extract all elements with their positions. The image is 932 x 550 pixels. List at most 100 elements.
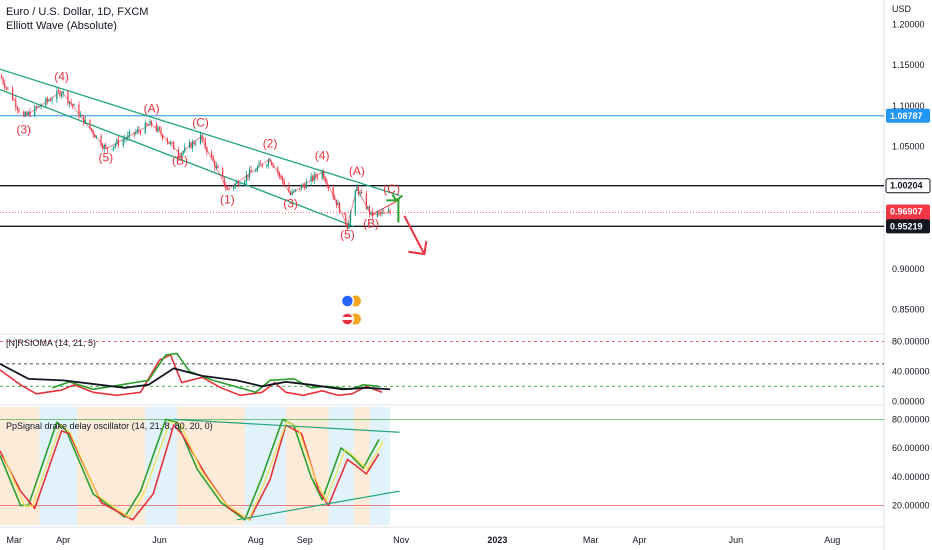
candle-down bbox=[226, 187, 228, 189]
candle-down bbox=[70, 102, 72, 104]
candle-down bbox=[332, 187, 334, 198]
candle-down bbox=[217, 165, 219, 169]
wave-label: (5) bbox=[98, 150, 113, 164]
candle-down bbox=[190, 142, 192, 149]
candle-down bbox=[155, 124, 157, 132]
rsioma-series-line bbox=[0, 363, 391, 391]
price-tag-upper: 1.00204 bbox=[890, 181, 923, 191]
candle-down bbox=[0, 75, 3, 79]
candle-up bbox=[169, 141, 172, 144]
candle-up bbox=[337, 202, 339, 206]
candle-down bbox=[282, 176, 284, 182]
wave-label: (2) bbox=[263, 136, 278, 150]
candle-down bbox=[100, 135, 102, 147]
candle-up bbox=[24, 112, 26, 116]
wave-label: (4) bbox=[315, 149, 330, 163]
candle-down bbox=[343, 212, 345, 215]
candle-up bbox=[239, 184, 241, 186]
rsioma-series-line bbox=[51, 352, 380, 394]
candle-down bbox=[211, 152, 213, 157]
candle-up bbox=[73, 104, 75, 106]
candle-up bbox=[122, 139, 124, 146]
candle-down bbox=[173, 142, 175, 150]
candle-up bbox=[293, 190, 295, 192]
channel-lower-line[interactable] bbox=[0, 89, 354, 228]
candle-up bbox=[387, 210, 390, 212]
candle-down bbox=[105, 145, 107, 148]
candle-down bbox=[49, 100, 52, 102]
candle-up bbox=[245, 174, 247, 181]
event-earnings-icon[interactable] bbox=[340, 294, 355, 308]
candle-up bbox=[125, 138, 127, 140]
channel-upper-line[interactable] bbox=[0, 68, 400, 197]
candle-down bbox=[15, 100, 17, 108]
candle-up bbox=[376, 212, 379, 217]
candle-down bbox=[299, 189, 301, 190]
price-tag-lower-bg bbox=[886, 219, 930, 234]
candle-down bbox=[272, 164, 274, 168]
rsioma-series-line bbox=[0, 354, 383, 397]
candle-down bbox=[302, 184, 304, 186]
candle-up bbox=[381, 211, 383, 214]
candle-up bbox=[192, 141, 194, 149]
price-axis-tick: 1.15000 bbox=[892, 60, 925, 70]
candle-down bbox=[327, 186, 330, 188]
candle-up bbox=[313, 174, 315, 181]
candle-down bbox=[250, 169, 252, 173]
candle-down bbox=[316, 177, 319, 178]
candle-up bbox=[266, 164, 268, 167]
candle-down bbox=[225, 185, 227, 188]
candle-down bbox=[179, 155, 181, 158]
time-axis-tick: Nov bbox=[393, 535, 410, 545]
candle-down bbox=[223, 177, 225, 186]
candle-up bbox=[62, 91, 64, 94]
candle-up bbox=[127, 134, 129, 139]
candle-down bbox=[214, 160, 216, 168]
candle-down bbox=[171, 141, 173, 143]
time-axis-tick: Mar bbox=[583, 535, 599, 545]
price-tag-blue: 1.08787 bbox=[890, 111, 923, 121]
candle-down bbox=[29, 111, 31, 117]
candle-down bbox=[368, 206, 371, 215]
oscillator-trendline[interactable] bbox=[236, 490, 400, 521]
candle-down bbox=[177, 149, 180, 156]
candle-up bbox=[68, 102, 71, 104]
candle-down bbox=[203, 139, 205, 141]
price-axis-tick: 1.05000 bbox=[892, 142, 925, 152]
candle-up bbox=[157, 127, 159, 132]
wave-label: (B) bbox=[363, 216, 379, 230]
wave-label: (1) bbox=[220, 193, 235, 207]
candle-down bbox=[379, 212, 382, 214]
candle-up bbox=[354, 190, 356, 213]
candle-down bbox=[94, 134, 96, 138]
candle-down bbox=[365, 193, 367, 209]
candle-down bbox=[372, 211, 374, 217]
candle-down bbox=[280, 175, 282, 177]
chart-title: Euro / U.S. Dollar, 1D, FXCM bbox=[6, 6, 149, 18]
candle-up bbox=[356, 186, 358, 191]
red-arrow-icon bbox=[403, 215, 426, 255]
candle-down bbox=[304, 185, 306, 189]
wave-label: (3) bbox=[16, 123, 31, 137]
oscillator-trendline[interactable] bbox=[173, 418, 400, 433]
candle-up bbox=[51, 99, 53, 101]
time-axis-tick: 2023 bbox=[487, 535, 507, 545]
candle-down bbox=[146, 123, 148, 125]
oscillator-axis-tick: 80.00000 bbox=[892, 414, 930, 424]
candle-up bbox=[305, 181, 307, 189]
candle-up bbox=[111, 148, 113, 150]
us-flag-stripe-icon bbox=[342, 317, 353, 320]
candle-down bbox=[278, 173, 281, 176]
wave-label: (A) bbox=[349, 164, 365, 178]
green-arrowhead-icon bbox=[391, 194, 403, 202]
rsioma-axis-tick: 80.00000 bbox=[892, 336, 930, 346]
candle-down bbox=[389, 210, 391, 213]
candle-down bbox=[324, 178, 326, 182]
candle-up bbox=[370, 211, 372, 215]
candle-down bbox=[138, 129, 140, 132]
candle-up bbox=[348, 222, 350, 229]
price-tag-blue-bg bbox=[886, 108, 930, 123]
candle-up bbox=[95, 135, 97, 138]
candle-up bbox=[124, 138, 126, 140]
